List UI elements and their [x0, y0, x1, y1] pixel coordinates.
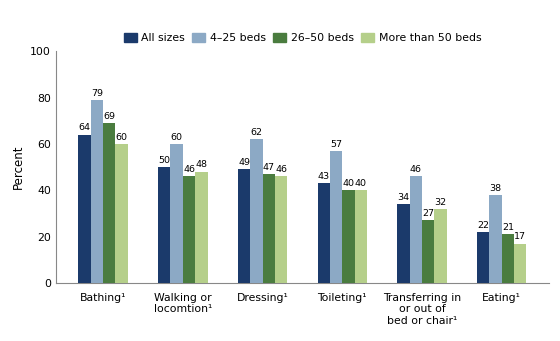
Text: 40: 40 [342, 179, 354, 188]
Bar [435, 209, 447, 283]
Bar [422, 220, 435, 283]
Bar [342, 190, 354, 283]
Text: 43: 43 [318, 172, 330, 181]
Text: 22: 22 [477, 221, 489, 230]
Text: 46: 46 [410, 165, 422, 174]
Bar [477, 232, 489, 283]
Text: 62: 62 [250, 128, 263, 137]
Text: 27: 27 [422, 209, 434, 218]
Bar [354, 190, 367, 283]
Bar [250, 139, 263, 283]
Text: 48: 48 [195, 160, 207, 169]
Bar [103, 123, 115, 283]
Bar [78, 135, 91, 283]
Bar [238, 169, 250, 283]
Bar [397, 204, 409, 283]
Text: 46: 46 [275, 165, 287, 174]
Bar [502, 234, 514, 283]
Bar [158, 167, 170, 283]
Text: 69: 69 [103, 112, 115, 121]
Bar [275, 176, 287, 283]
Legend: All sizes, 4–25 beds, 26–50 beds, More than 50 beds: All sizes, 4–25 beds, 26–50 beds, More t… [124, 33, 481, 43]
Bar [409, 176, 422, 283]
Bar [514, 243, 526, 283]
Text: 17: 17 [514, 232, 526, 241]
Y-axis label: Percent: Percent [12, 145, 25, 189]
Text: 49: 49 [238, 158, 250, 167]
Text: 47: 47 [263, 163, 275, 172]
Bar [115, 144, 128, 283]
Text: 32: 32 [435, 197, 446, 207]
Bar [183, 176, 195, 283]
Bar [91, 100, 103, 283]
Text: 57: 57 [330, 139, 342, 149]
Text: 38: 38 [489, 183, 502, 193]
Text: 21: 21 [502, 223, 514, 232]
Bar [318, 183, 330, 283]
Text: 34: 34 [398, 193, 409, 202]
Bar [330, 151, 342, 283]
Text: 46: 46 [183, 165, 195, 174]
Text: 60: 60 [171, 133, 183, 142]
Bar [195, 172, 208, 283]
Bar [263, 174, 275, 283]
Text: 40: 40 [355, 179, 367, 188]
Bar [170, 144, 183, 283]
Text: 50: 50 [158, 156, 170, 165]
Text: 79: 79 [91, 89, 103, 98]
Text: 60: 60 [116, 133, 128, 142]
Bar [489, 195, 502, 283]
Text: 64: 64 [78, 123, 91, 132]
